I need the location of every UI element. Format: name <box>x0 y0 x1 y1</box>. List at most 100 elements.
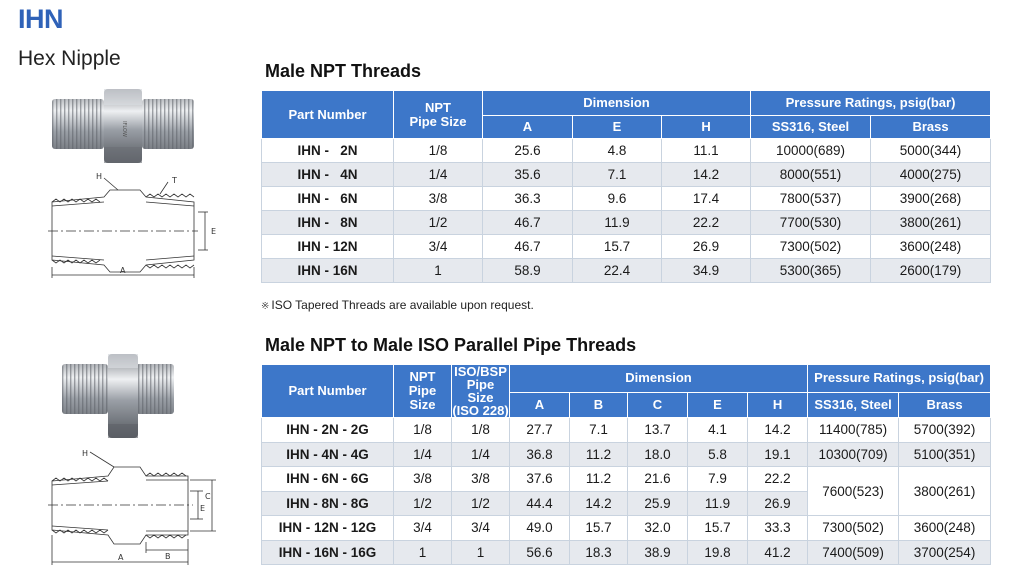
dim-a: 49.0 <box>509 515 570 541</box>
svg-text:IFLOW: IFLOW <box>121 121 127 137</box>
pressure-ss316: 10000(689) <box>750 138 872 163</box>
dim-h: 14.2 <box>660 162 752 187</box>
iso-size: 1/4 <box>451 441 510 467</box>
dim-h: 17.4 <box>660 186 752 211</box>
part-number: IHN - 6N - 6G <box>261 466 394 492</box>
dim-e: 15.7 <box>687 515 748 541</box>
drawing1-label-t: T <box>171 176 177 185</box>
header-ss316: SS316, Steel <box>807 391 900 419</box>
header-dim-a: A <box>509 391 570 419</box>
dim-b: 11.2 <box>569 441 628 467</box>
part-number: IHN - 16N <box>261 258 394 283</box>
dim-a: 35.6 <box>482 162 573 187</box>
dim-e: 22.4 <box>572 258 662 283</box>
pressure-ss316: 7700(530) <box>750 210 872 235</box>
table-row: IHN - 8N 1/2 46.7 11.9 22.2 7700(530) 38… <box>261 210 992 235</box>
dim-e: 4.8 <box>572 138 662 163</box>
npt-size: 3/4 <box>393 515 452 541</box>
header-npt-pipe-size: NPT Pipe Size <box>393 90 483 139</box>
pressure-ss316: 7800(537) <box>750 186 872 211</box>
pressure-brass: 3800(261) <box>870 210 992 235</box>
dim-h: 14.2 <box>746 417 809 443</box>
dim-a: 46.7 <box>482 210 573 235</box>
part-number: IHN - 4N - 4G <box>261 441 394 467</box>
pressure-brass: 3700(254) <box>898 539 992 565</box>
dim-b: 7.1 <box>569 417 628 443</box>
dim-a: 56.6 <box>509 539 570 565</box>
header-iso-pipe-size: ISO/BSP Pipe Size (ISO 228) <box>451 364 510 418</box>
header-pressure: Pressure Ratings, psig(bar) <box>807 364 992 393</box>
pressure-brass: 5700(392) <box>898 417 992 443</box>
npt-spec-table: Part Number NPT Pipe Size Dimension Press… <box>261 90 992 283</box>
pressure-brass: 3600(248) <box>870 234 992 259</box>
product-code: IHN <box>18 4 64 34</box>
header-npt-pipe-size: NPT Pipe Size <box>393 364 452 418</box>
dim-h: 22.2 <box>660 210 752 235</box>
npt-size: 3/8 <box>393 186 483 211</box>
drawing1-label-h: H <box>96 172 102 181</box>
pressure-ss316: 11400(785) <box>807 417 900 443</box>
pressure-ss316: 7400(509) <box>807 539 900 565</box>
hex-nipple-drawing-2: H E C B A <box>48 449 216 565</box>
hex-nipple-drawing-1: H T E A <box>48 172 216 278</box>
iso-size: 1 <box>451 539 510 565</box>
part-number: IHN - 12N - 12G <box>261 515 394 541</box>
dim-b: 11.2 <box>569 466 628 492</box>
drawing2-label-b: B <box>165 552 171 561</box>
drawing2-label-a: A <box>118 553 124 562</box>
header-dim-a: A <box>482 115 573 139</box>
dim-c: 38.9 <box>627 539 688 565</box>
dim-b: 18.3 <box>569 539 628 565</box>
dim-h: 22.2 <box>746 466 809 492</box>
dim-a: 36.3 <box>482 186 573 211</box>
dim-c: 25.9 <box>627 490 688 516</box>
npt-size: 3/4 <box>393 234 483 259</box>
hex-nipple-photo-2 <box>62 354 174 438</box>
dim-h: 11.1 <box>660 138 752 163</box>
dim-b: 14.2 <box>569 490 628 516</box>
header-dim-e: E <box>572 115 662 139</box>
table1-title: Male NPT Threads <box>265 61 422 81</box>
dim-h: 34.9 <box>660 258 752 283</box>
npt-size: 1/2 <box>393 210 483 235</box>
dim-c: 13.7 <box>627 417 688 443</box>
part-number: IHN - 4N <box>261 162 394 187</box>
note-asterisk-icon: ※ <box>261 301 270 312</box>
dim-b: 15.7 <box>569 515 628 541</box>
dim-e: 5.8 <box>687 441 748 467</box>
npt-size: 1 <box>393 539 452 565</box>
npt-size: 1/4 <box>393 441 452 467</box>
dim-e: 15.7 <box>572 234 662 259</box>
table-row: IHN - 4N 1/4 35.6 7.1 14.2 8000(551) 400… <box>261 162 992 187</box>
pressure-brass: 2600(179) <box>870 258 992 283</box>
pressure-ss316: 7300(502) <box>750 234 872 259</box>
npt-iso-spec-table: Part Number NPT Pipe Size ISO/BSP Pipe Siz… <box>261 364 992 565</box>
dim-e: 19.8 <box>687 539 748 565</box>
product-subtitle: Hex Nipple <box>18 47 121 70</box>
table-row: IHN - 6N - 6G 3/8 3/8 37.6 11.2 21.6 7.9… <box>261 466 992 516</box>
iso-note: ※ ISO Tapered Threads are available upon … <box>261 298 534 312</box>
npt-size: 1/2 <box>393 490 452 516</box>
pressure-brass: 3800(261) <box>898 466 992 516</box>
iso-size: 1/8 <box>451 417 510 443</box>
drawing1-label-e: E <box>211 227 216 236</box>
table-row: IHN - 4N - 4G 1/4 1/4 36.8 11.2 18.0 5.8… <box>261 441 992 467</box>
header-dimension: Dimension <box>508 364 809 393</box>
dim-c: 18.0 <box>627 441 688 467</box>
header-dimension: Dimension <box>481 90 752 116</box>
header-brass: Brass <box>870 115 992 139</box>
dim-a: 58.9 <box>482 258 573 283</box>
part-number: IHN - 6N <box>261 186 394 211</box>
part-number: IHN - 2N - 2G <box>261 417 394 443</box>
header-dim-c: C <box>627 391 688 419</box>
table-row: IHN - 2N 1/8 25.6 4.8 11.1 10000(689) 50… <box>261 138 992 163</box>
dim-h: 19.1 <box>746 441 809 467</box>
pressure-brass: 4000(275) <box>870 162 992 187</box>
dim-e: 11.9 <box>572 210 662 235</box>
pressure-brass: 5000(344) <box>870 138 992 163</box>
dim-c: 32.0 <box>627 515 688 541</box>
header-pressure: Pressure Ratings, psig(bar) <box>750 90 992 116</box>
note-text: ISO Tapered Threads are available upon r… <box>271 298 534 312</box>
npt-size: 3/8 <box>393 466 452 492</box>
part-number: IHN - 2N <box>261 138 394 163</box>
